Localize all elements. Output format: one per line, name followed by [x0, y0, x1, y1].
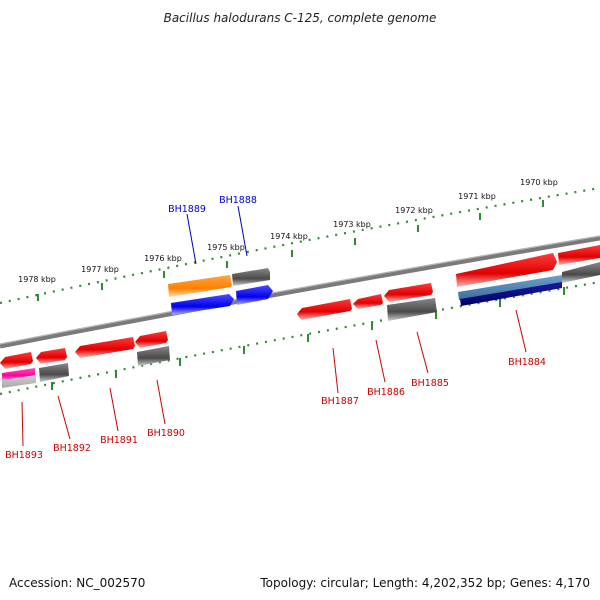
gene-bh1885-gray[interactable] [387, 298, 437, 321]
scale-label: 1972 kbp [395, 206, 433, 215]
gene-bh1884-steel[interactable] [458, 275, 562, 300]
gene-label-bh1888[interactable]: BH1888 [219, 195, 257, 206]
leader-bh1892 [57, 395, 71, 440]
gene-bh1885-red[interactable] [384, 283, 433, 302]
leader-bh1885 [416, 331, 429, 374]
leader-bh1884 [515, 309, 527, 353]
leader-bh1887 [332, 347, 339, 394]
scale-label: 1974 kbp [270, 232, 308, 241]
inner-scale-track [0, 280, 600, 396]
scale-label: 1973 kbp [333, 220, 371, 229]
leader-bh1886 [375, 339, 386, 383]
gene-bh1887[interactable] [297, 299, 352, 320]
leader-bh1888 [237, 205, 248, 257]
map-title: Bacillus halodurans C-125, complete geno… [164, 11, 437, 25]
gene-bh1884-navy[interactable] [460, 282, 562, 306]
genome-summary-text: Topology: circular; Length: 4,202,352 bp… [259, 576, 590, 590]
gene-bh1886[interactable] [353, 294, 383, 309]
gene-label-bh1886[interactable]: BH1886 [367, 387, 405, 398]
gene-label-bh1887[interactable]: BH1887 [321, 396, 359, 407]
gene-bh1893-magenta[interactable] [2, 368, 35, 381]
gene-label-bh1885[interactable]: BH1885 [411, 378, 449, 389]
inner-scale-ticks [51, 287, 565, 390]
scale-label: 1977 kbp [81, 265, 119, 274]
scale-label: 1975 kbp [207, 243, 245, 252]
gene-right-red[interactable] [456, 253, 557, 287]
genome-backbone-highlight [0, 235, 600, 345]
leader-bh1893 [21, 401, 24, 447]
gene-label-bh1890[interactable]: BH1890 [147, 428, 185, 439]
gene-right-gray[interactable] [562, 262, 600, 283]
gene-bh1889-blue[interactable] [171, 294, 234, 315]
genome-backbone [0, 235, 600, 349]
forward-strand-genes [168, 245, 600, 315]
scale-label: 1976 kbp [144, 254, 182, 263]
scale-label: 1978 kbp [18, 275, 56, 284]
label-leaders [21, 205, 527, 447]
gene-bh1888-gray[interactable] [232, 268, 270, 286]
gene-label-bh1884[interactable]: BH1884 [508, 357, 546, 368]
scale-label: 1971 kbp [458, 192, 496, 201]
gene-label-bh1889[interactable]: BH1889 [168, 204, 206, 215]
accession-text: Accession: NC_002570 [9, 576, 145, 590]
gene-bh1888-blue[interactable] [236, 285, 273, 305]
gene-labels: BH1889 BH1888 BH1887 BH1886 BH1885 BH188… [5, 195, 546, 461]
gene-label-bh1892[interactable]: BH1892 [53, 443, 91, 454]
scale-label: 1970 kbp [520, 178, 558, 187]
leader-bh1891 [109, 387, 119, 432]
gene-bh1890-red[interactable] [135, 331, 168, 348]
gene-right-red-2[interactable] [558, 245, 600, 265]
gene-label-bh1893[interactable]: BH1893 [5, 450, 43, 461]
gene-bh1889-orange[interactable] [168, 275, 232, 297]
outer-scale-ticks [37, 200, 544, 301]
gene-bh1892-red[interactable] [36, 348, 67, 364]
gene-label-bh1891[interactable]: BH1891 [100, 435, 138, 446]
gene-bh1891[interactable] [75, 337, 135, 358]
gene-bh1890-gray[interactable] [137, 346, 170, 366]
gene-bh1893-lightgray[interactable] [2, 375, 36, 388]
leader-bh1890 [156, 379, 166, 425]
outer-scale-track [0, 186, 600, 305]
gene-bh1893-red[interactable] [0, 352, 33, 369]
gene-bh1892-gray[interactable] [39, 363, 69, 382]
leader-bh1889 [186, 213, 197, 265]
reverse-strand-genes [0, 262, 600, 388]
